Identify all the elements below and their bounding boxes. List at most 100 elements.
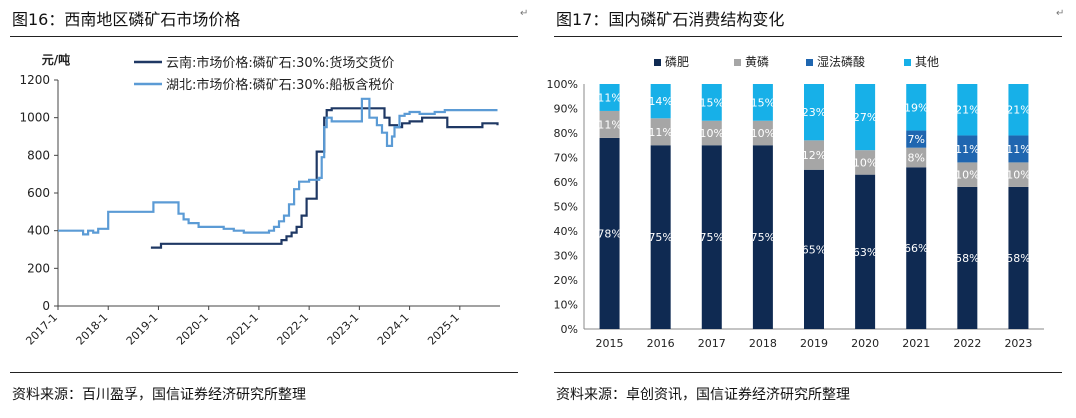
bar-segment	[650, 145, 671, 329]
x-tick-label: 2021-1	[224, 311, 261, 348]
bar-segment	[906, 84, 927, 131]
right-top-rule	[554, 36, 1062, 37]
bar-data-label: 19%	[904, 101, 928, 114]
y-tick-label: 90%	[554, 103, 578, 116]
x-tick-label: 2025-1	[425, 311, 462, 348]
y-tick-label: 10%	[554, 299, 578, 312]
bar-segment	[599, 110, 620, 138]
y-tick-label: 400	[27, 224, 50, 238]
bar-segment	[906, 147, 927, 168]
bar-segment	[804, 169, 824, 329]
bar-segment	[804, 84, 824, 141]
x-tick-label: 2022	[953, 337, 981, 350]
bar-data-label: 63%	[853, 246, 877, 259]
y-tick-label: 800	[27, 148, 50, 162]
x-tick-label: 2018-1	[74, 311, 111, 348]
left-line-chart: 0 200 400 600 800 1000 1200 元/吨 2017-1 2018-1 2019…	[19, 52, 500, 348]
left-figure-panel: 图16：西南地区磷矿石市场价格 ↵ 0 200 400 600 800 1000 1200 元…	[0, 0, 532, 418]
y-tick-label: 20%	[554, 274, 578, 287]
x-tick-label: 2016	[647, 337, 675, 350]
y-tick-label: 0%	[561, 323, 578, 336]
bar-segment	[906, 167, 927, 329]
bar-segment	[957, 84, 978, 136]
bar-segment	[855, 150, 876, 175]
x-tick-label: 2021	[902, 337, 930, 350]
bar-segment	[1008, 162, 1029, 187]
bar-segment	[752, 120, 773, 146]
bar-segment	[957, 186, 978, 329]
right-figure-title: 图17：国内磷矿石消费结构变化	[556, 10, 785, 29]
bar-data-label: 11%	[648, 126, 672, 139]
bar-segment	[650, 84, 671, 119]
x-tick-label: 2019	[800, 337, 828, 350]
paragraph-mark-icon: ↵	[1056, 8, 1065, 19]
x-tick-label: 2019-1	[124, 311, 161, 348]
bar-segment	[599, 84, 620, 111]
bar-segment	[1008, 186, 1029, 329]
bar-segment	[752, 145, 773, 329]
bar-data-label: 10%	[853, 156, 877, 169]
y-tick-label: 200	[27, 261, 50, 275]
bar-segment	[701, 84, 722, 121]
x-tick-label: 2022-1	[275, 311, 312, 348]
bar-segment	[855, 174, 876, 329]
bar-data-label: 75%	[700, 231, 724, 244]
bar-data-label: 8%	[907, 152, 924, 165]
x-tick-label: 2018	[749, 337, 777, 350]
bar-segment	[906, 130, 927, 148]
y-tick-label: 30%	[554, 250, 578, 263]
bar-data-label: 21%	[955, 104, 979, 117]
legend-swatch	[734, 59, 741, 66]
bar-data-label: 21%	[1006, 104, 1030, 117]
bar-data-label: 11%	[597, 91, 621, 104]
left-figure-source: 资料来源：百川盈孚，国信证券经济研究所整理	[12, 387, 306, 403]
legend-label: 湖北:市场价格:磷矿石:30%:船板含税价	[166, 77, 394, 93]
y-tick-label: 60%	[554, 176, 578, 189]
bar-data-label: 10%	[751, 127, 775, 140]
left-bottom-rule	[10, 372, 518, 373]
x-tick-label: 2017-1	[23, 311, 60, 348]
bar-data-label: 14%	[648, 95, 672, 108]
bar-segment	[855, 84, 876, 151]
bar-data-label: 58%	[955, 252, 979, 265]
bar-segment	[957, 135, 978, 163]
legend-swatch	[904, 59, 911, 66]
bar-data-label: 65%	[802, 243, 826, 256]
bar-segment	[752, 84, 773, 121]
legend-swatch	[806, 59, 813, 66]
bar-data-label: 10%	[700, 127, 724, 140]
y-tick-label: 40%	[554, 225, 578, 238]
legend-swatch	[654, 59, 661, 66]
bar-data-label: 66%	[904, 242, 928, 255]
bar-data-label: 78%	[597, 227, 621, 240]
x-tick-label: 2020	[851, 337, 879, 350]
bar-data-label: 75%	[648, 231, 672, 244]
y-axis-unit-label: 元/吨	[42, 52, 70, 67]
bar-data-label: 75%	[751, 231, 775, 244]
bar-data-label: 11%	[597, 118, 621, 131]
bar-segment	[599, 137, 620, 329]
bar-segment	[1008, 135, 1029, 163]
bar-segment	[1008, 84, 1029, 136]
y-tick-label: 1200	[19, 73, 50, 87]
legend-label: 湿法磷酸	[817, 54, 865, 69]
right-figure-source: 资料来源：卓创资讯，国信证券经济研究所整理	[556, 387, 850, 403]
right-bottom-rule	[554, 372, 1062, 373]
legend-label: 磷肥	[665, 54, 689, 69]
x-tick-label: 2023-1	[325, 311, 362, 348]
legend-label: 黄磷	[745, 54, 769, 69]
right-stacked-bar-chart: 0% 10% 20% 30% 40% 50% 60% 70% 80% 90% 100% 2015 78%…	[547, 54, 1044, 350]
bar-segment	[701, 120, 722, 146]
y-tick-label: 100%	[547, 78, 578, 91]
y-tick-label: 80%	[554, 127, 578, 140]
x-tick-label: 2017	[698, 337, 726, 350]
left-figure-title: 图16：西南地区磷矿石市场价格	[12, 10, 241, 29]
bar-data-label: 11%	[1006, 143, 1030, 156]
bar-segment	[701, 145, 722, 329]
right-figure-panel: 图17：国内磷矿石消费结构变化 ↵ 0% 10% 20% 30% 40% 50% 60% 70…	[544, 0, 1076, 418]
bar-data-label: 23%	[802, 106, 826, 119]
bar-data-label: 15%	[700, 96, 724, 109]
bar-segment	[650, 118, 671, 146]
left-top-rule	[10, 36, 518, 37]
y-tick-label: 600	[27, 186, 50, 200]
